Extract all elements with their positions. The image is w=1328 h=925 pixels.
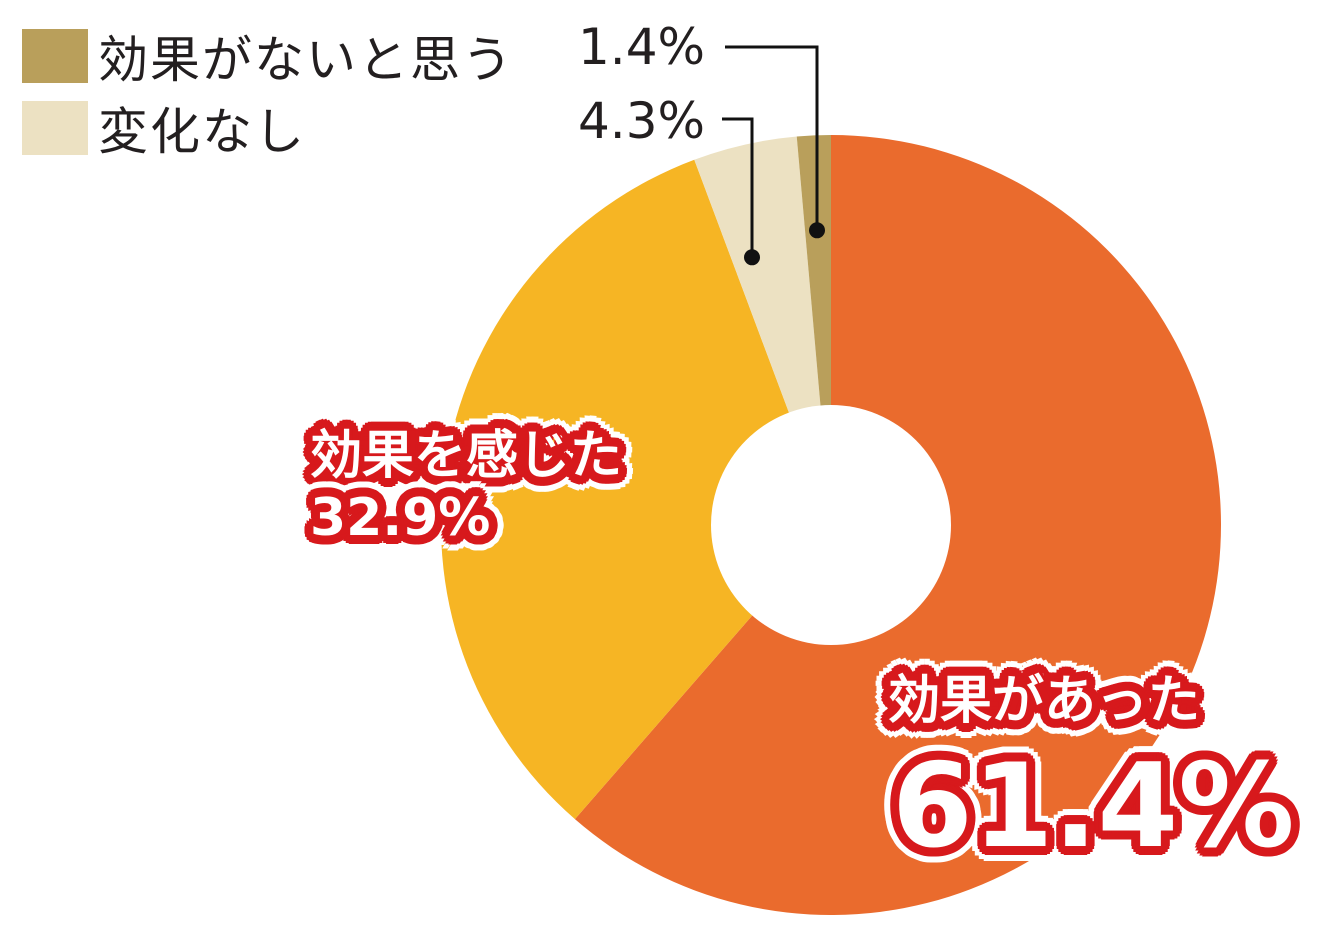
slice-value-effective: 61.4% <box>892 739 1295 874</box>
leader-lines <box>722 45 825 266</box>
legend-label-no-change: 変化なし <box>98 103 306 161</box>
slice-value-felt-effect: 32.9% <box>310 488 491 548</box>
leader-dot-no-change <box>744 249 760 266</box>
value-label-no-change: 4.3% <box>578 92 706 150</box>
value-label-no-effect: 1.4% <box>578 18 706 76</box>
leader-line-no-effect <box>725 45 819 231</box>
slice-value-effective-wrap: 61.4% <box>892 742 1294 872</box>
slice-name-felt-effect: 効果を感じた <box>310 426 623 486</box>
legend-item-no-effect: 効果がないと思う <box>22 20 514 92</box>
slice-name-effective-wrap: 効果があった <box>888 670 1200 732</box>
leader-line-no-change <box>722 117 754 258</box>
legend-swatch-no-change <box>22 101 88 155</box>
slice-name-effective: 効果があった <box>888 671 1201 731</box>
slice-label-felt-effect: 効果を感じた 32.9% <box>310 425 622 549</box>
legend-item-no-change: 変化なし <box>22 92 306 164</box>
slice-felt-effect <box>441 159 831 820</box>
legend-swatch-no-effect <box>22 29 88 83</box>
legend-label-no-effect: 効果がないと思う <box>98 31 514 89</box>
donut-hole <box>711 405 951 645</box>
leader-dot-no-effect <box>809 222 825 239</box>
